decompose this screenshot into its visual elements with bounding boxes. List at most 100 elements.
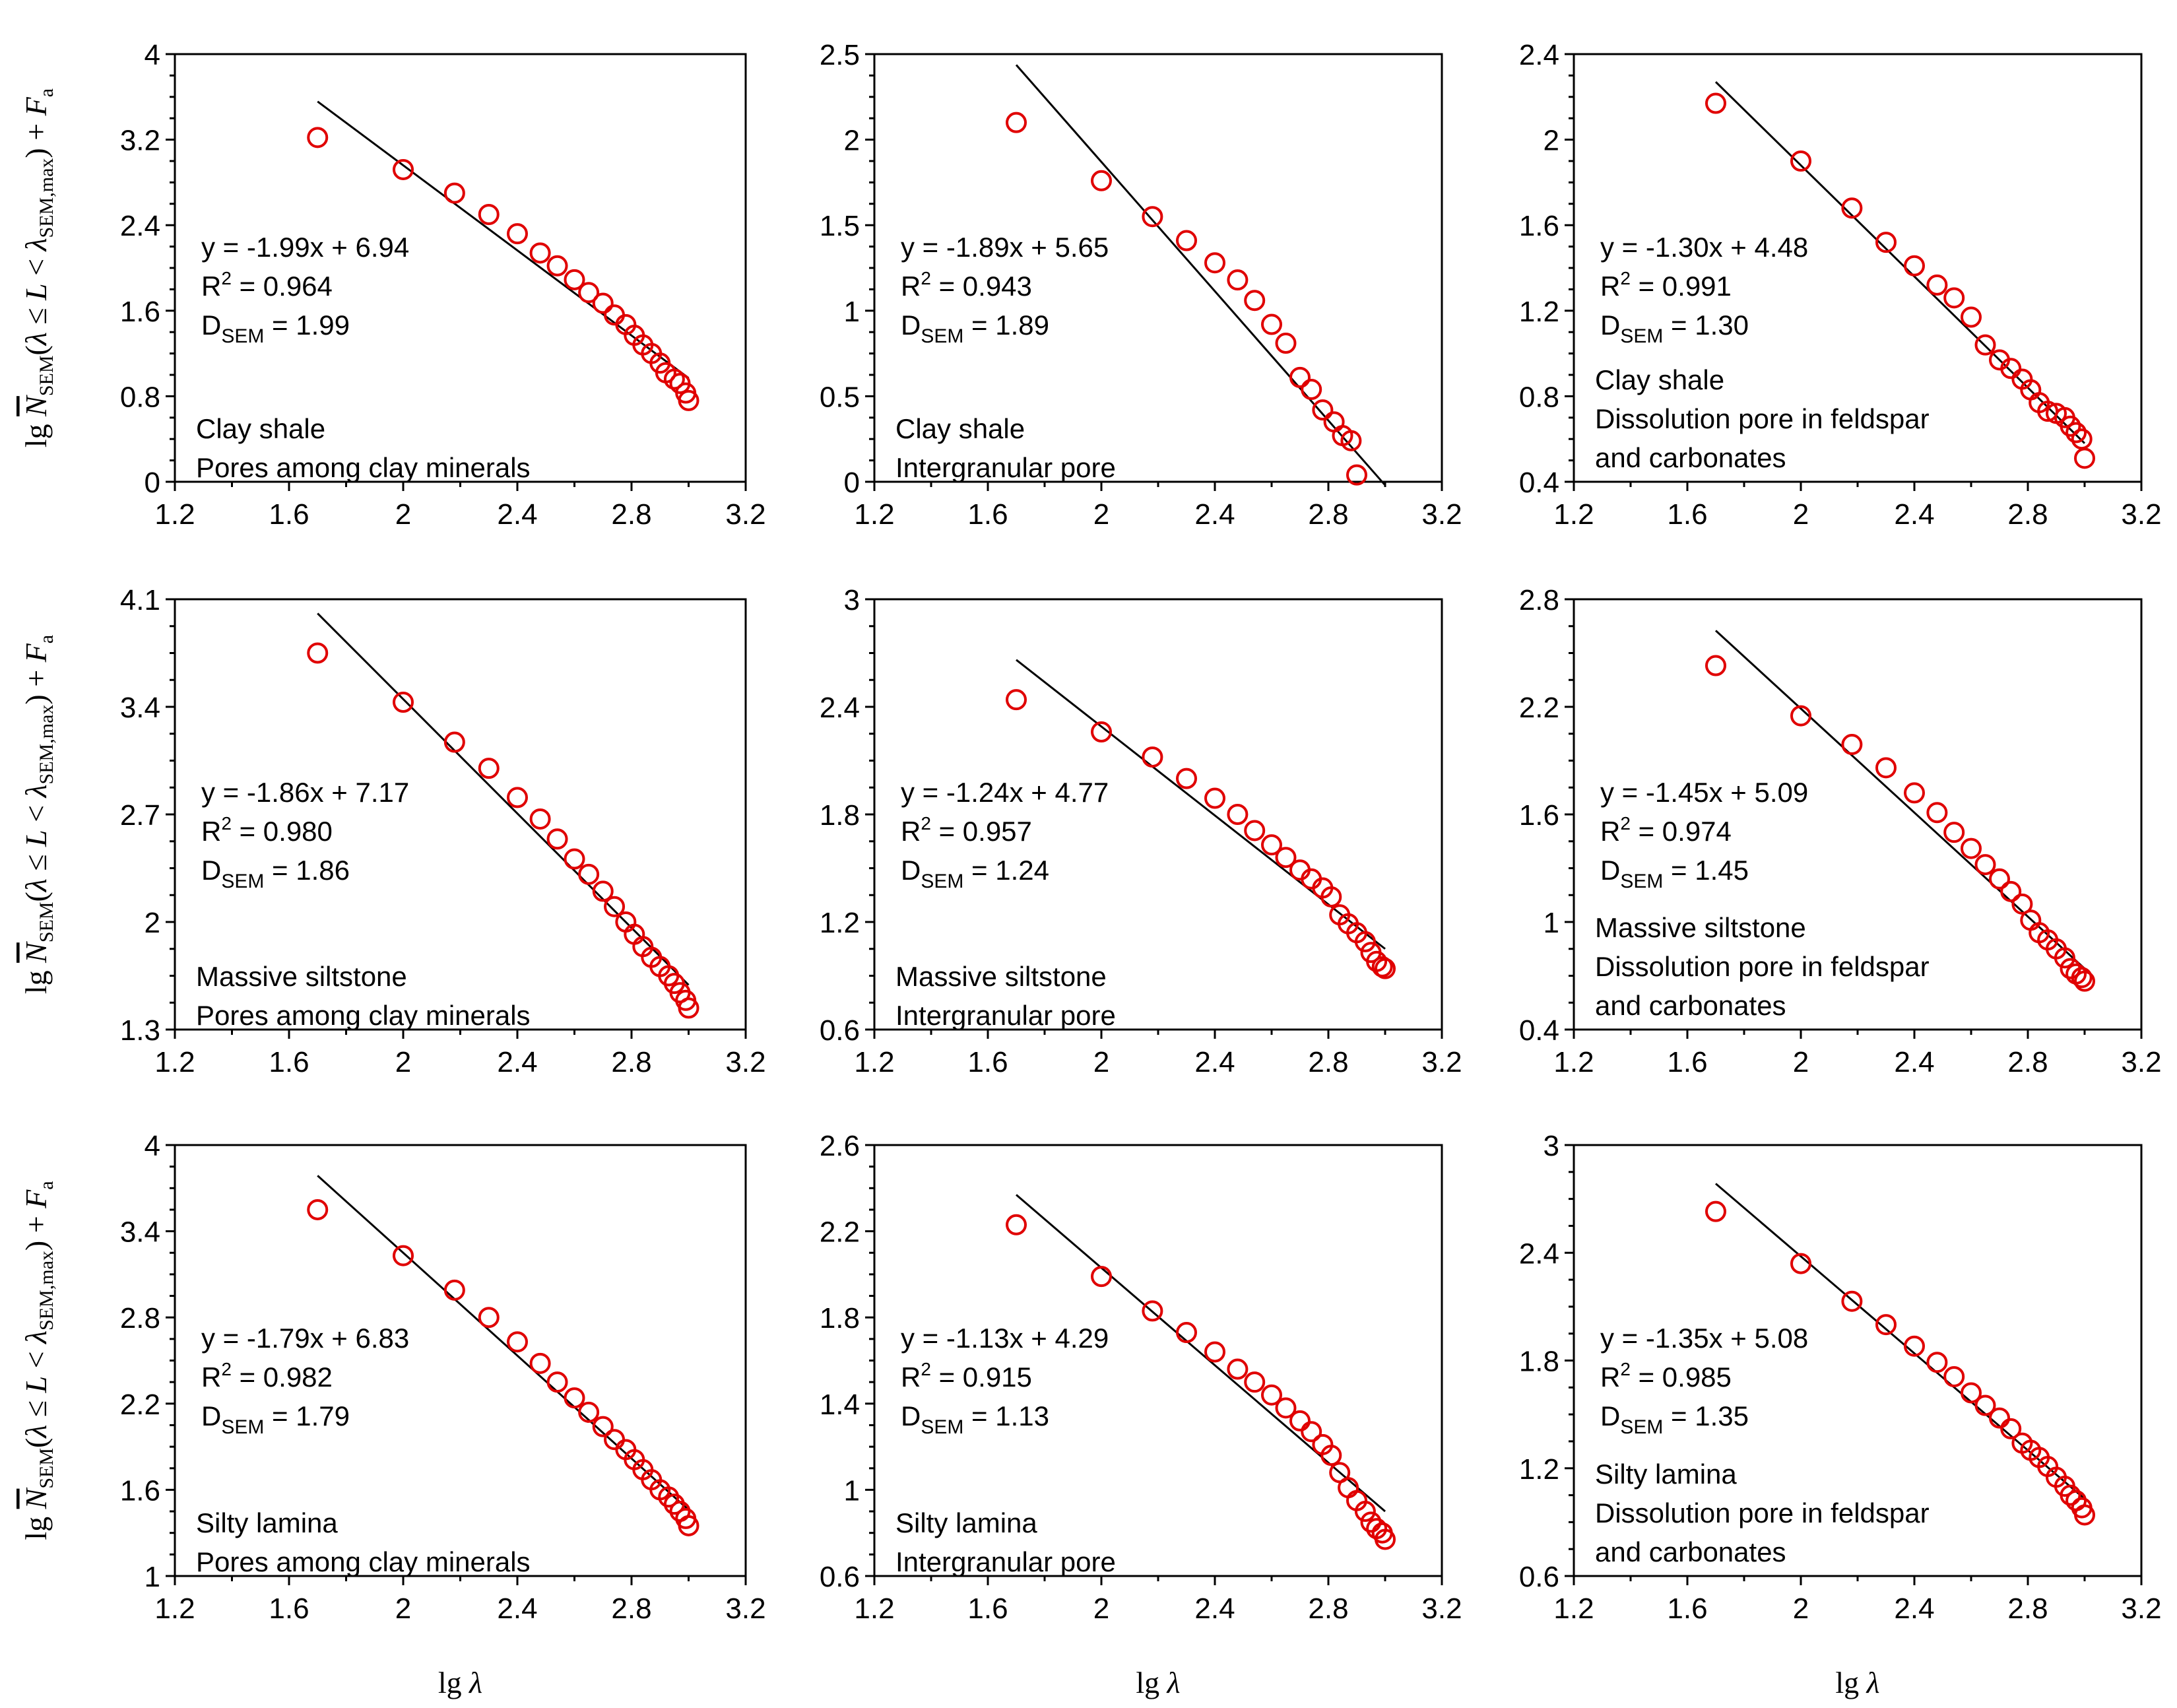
data-point <box>1320 886 1342 907</box>
data-point <box>1289 1410 1311 1431</box>
r-squared-sup: 2 <box>921 813 931 834</box>
data-point <box>1275 1397 1297 1419</box>
data-point <box>1875 232 1897 253</box>
x-tick-label: 1.6 <box>967 1046 1008 1078</box>
x-tick-label: 1.2 <box>1553 498 1594 531</box>
y-tick-label: 2.8 <box>120 1302 160 1334</box>
data-point <box>1926 802 1948 824</box>
data-point <box>1338 1477 1359 1499</box>
panel-note: Silty lamina <box>895 1507 1037 1538</box>
fit-line <box>1015 64 1386 486</box>
data-point <box>478 1307 500 1329</box>
y-tick-label: 1.6 <box>1519 799 1559 832</box>
data-point <box>663 368 685 390</box>
y-tick-label: 2.4 <box>120 210 160 242</box>
panel-note: and carbonates <box>1595 990 1786 1021</box>
fractal-dimension: DSEM = 1.30 <box>1600 310 1749 347</box>
x-tick-label: 1.6 <box>967 1593 1008 1625</box>
y-tick-label: 2.4 <box>1519 1237 1559 1270</box>
fractal-dimension-sub: SEM <box>1620 325 1663 347</box>
panel-note: Silty lamina <box>196 1507 338 1538</box>
scatter-panel-6: 1.2 1.6 2 2.4 2.8 3.2 0.4 1 1.6 2.2 2.8 y = -1.45x … <box>1519 584 2162 1078</box>
y-tick-label: 1 <box>145 1561 160 1593</box>
y-tick-label: 0.6 <box>1519 1561 1559 1593</box>
fractal-dimension: DSEM = 1.89 <box>901 310 1049 347</box>
data-point <box>529 242 551 264</box>
data-point <box>1261 834 1282 856</box>
x-tick-label: 1.2 <box>854 1593 894 1625</box>
panel-note: and carbonates <box>1595 442 1786 473</box>
x-tick-label: 3.2 <box>1421 498 1462 531</box>
x-tick-label: 2.8 <box>2007 1046 2048 1078</box>
y-axis-label-row-1: lg NSEM(λ ≤ L < λSEM,max) + Fa <box>19 88 57 447</box>
data-point <box>678 389 699 411</box>
data-point <box>1244 290 1266 312</box>
x-tick-label: 2 <box>1793 1046 1809 1078</box>
data-point <box>1360 1511 1382 1533</box>
y-tick-label: 1 <box>1543 907 1559 939</box>
data-point <box>529 1352 551 1374</box>
data-point <box>2054 947 2075 969</box>
x-tick-label: 2 <box>1093 1593 1109 1625</box>
y-tick-label: 0 <box>145 467 160 499</box>
data-point <box>1204 787 1225 809</box>
data-point <box>1091 170 1112 191</box>
data-point <box>546 255 568 277</box>
data-point <box>1006 112 1027 133</box>
data-point <box>478 758 500 779</box>
data-point <box>1176 768 1197 789</box>
panel-note: Intergranular pore <box>895 1546 1116 1577</box>
y-tick-label: 1.6 <box>120 296 160 328</box>
x-tick-label: 3.2 <box>1421 1593 1462 1625</box>
data-point <box>604 1429 626 1451</box>
data-point <box>1312 399 1334 421</box>
x-tick-label: 2.4 <box>1894 1593 1934 1625</box>
panel-note: Massive siltstone <box>895 961 1107 992</box>
data-point <box>1705 1200 1726 1222</box>
data-point <box>1904 1335 1925 1357</box>
fractal-dimension-sub: SEM <box>921 1416 963 1438</box>
data-point <box>1340 430 1362 451</box>
data-point <box>1790 705 1811 727</box>
panel-note: Massive siltstone <box>1595 912 1806 943</box>
y-tick-label: 0 <box>844 467 860 499</box>
data-point <box>393 158 414 180</box>
x-tick-label: 2 <box>395 498 411 531</box>
data-point <box>1841 734 1863 756</box>
data-point <box>2065 422 2087 443</box>
y-tick-label: 4 <box>145 1130 160 1162</box>
data-point <box>2060 415 2081 437</box>
data-point <box>1275 847 1297 869</box>
data-point <box>1227 269 1249 291</box>
data-point <box>507 787 528 808</box>
fractal-dimension-sub: SEM <box>1620 870 1663 892</box>
fractal-dimension-sub: SEM <box>221 870 264 892</box>
x-tick-label: 2.4 <box>1894 1046 1934 1078</box>
fractal-dimension: DSEM = 1.79 <box>201 1400 350 1438</box>
data-point <box>1961 1382 1982 1404</box>
x-tick-label: 1.6 <box>269 1046 309 1078</box>
y-tick-label: 0.6 <box>820 1014 860 1047</box>
x-axis-label-col-1: lg λ <box>438 1666 482 1699</box>
data-point <box>2000 880 2022 902</box>
y-tick-label: 4.1 <box>120 584 160 616</box>
r-squared: R2 = 0.985 <box>1600 1359 1732 1393</box>
y-tick-label: 1.2 <box>1519 296 1559 328</box>
panel-note: Dissolution pore in feldspar <box>1595 1497 1930 1528</box>
y-tick-label: 2.4 <box>820 692 860 724</box>
data-point <box>1275 333 1297 354</box>
data-point <box>1244 1371 1266 1393</box>
y-tick-label: 0.8 <box>120 381 160 413</box>
x-tick-label: 1.2 <box>154 1046 195 1078</box>
data-point <box>443 182 465 204</box>
y-axis-label-row-2: lg NSEM(λ ≤ L < λSEM,max) + Fa <box>19 635 57 994</box>
data-point <box>564 1387 585 1409</box>
x-tick-label: 1.6 <box>1667 1046 1707 1078</box>
y-tick-label: 0.5 <box>820 381 860 413</box>
fractal-dimension-sub: SEM <box>1620 1416 1663 1438</box>
data-point <box>1943 287 1965 309</box>
y-tick-label: 1.4 <box>820 1389 860 1421</box>
data-point <box>2071 967 2093 989</box>
panel-note: Clay shale <box>196 413 325 444</box>
